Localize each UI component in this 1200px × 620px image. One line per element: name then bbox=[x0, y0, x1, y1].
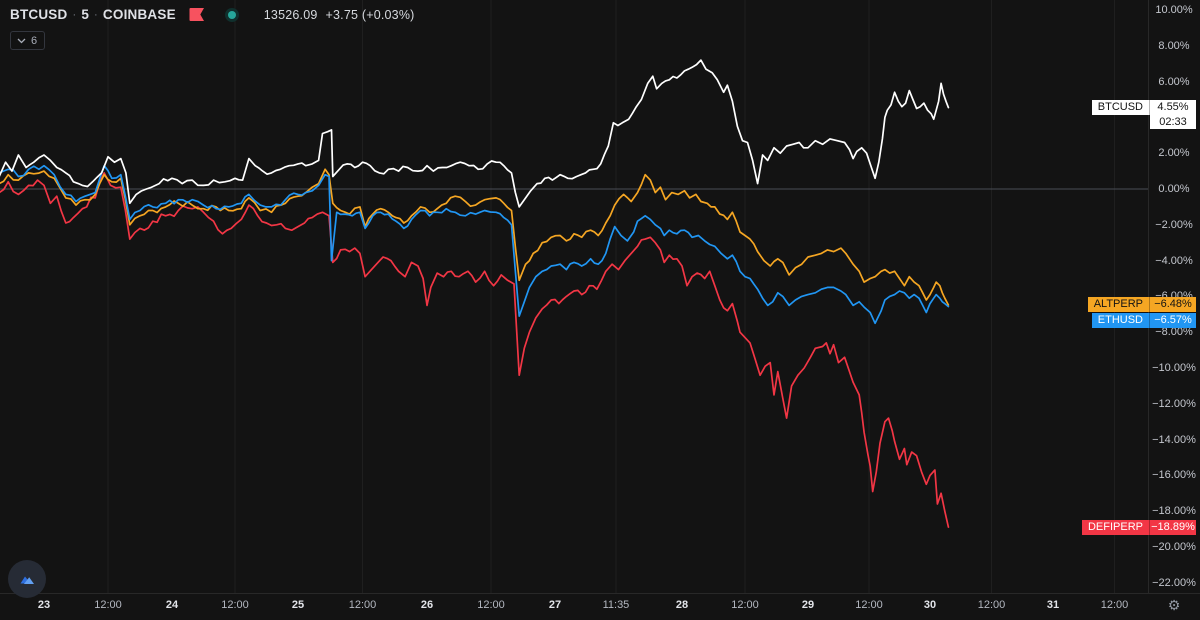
series-line-defiperp[interactable] bbox=[0, 172, 950, 528]
time-tick: 23 bbox=[37, 599, 51, 611]
series-line-btcusd[interactable] bbox=[0, 59, 950, 208]
time-tick: 12:00 bbox=[477, 599, 505, 611]
interval-label[interactable]: 5 bbox=[81, 7, 90, 22]
price-tick: −8.00% bbox=[1155, 326, 1193, 339]
series-price-label-altperp[interactable]: ALTPERP −6.48% bbox=[1087, 297, 1196, 313]
price-tick: −4.00% bbox=[1155, 254, 1193, 267]
title-separator: · bbox=[94, 8, 98, 21]
series-price-label-defiperp[interactable]: DEFIPERP −18.89% bbox=[1081, 519, 1196, 535]
price-axis-separator bbox=[1148, 0, 1149, 593]
time-tick: 12:00 bbox=[1100, 599, 1129, 611]
series-label-name: ETHUSD bbox=[1097, 314, 1143, 327]
last-price: 13526.09 bbox=[263, 7, 318, 22]
time-tick: 31 bbox=[1046, 599, 1060, 611]
time-tick: 28 bbox=[675, 599, 689, 611]
price-tick: −14.00% bbox=[1152, 433, 1196, 446]
time-tick: 25 bbox=[291, 599, 305, 611]
price-tick: 8.00% bbox=[1158, 39, 1190, 52]
series-label-name: BTCUSD bbox=[1097, 101, 1143, 114]
bar-countdown-label: 02:33 bbox=[1150, 115, 1196, 130]
price-tick: −16.00% bbox=[1152, 469, 1196, 482]
mountains-icon bbox=[20, 576, 34, 584]
series-price-label-ethusd[interactable]: ETHUSD −6.57% bbox=[1091, 313, 1196, 329]
time-axis-separator bbox=[0, 593, 1200, 594]
price-tick: 6.00% bbox=[1158, 75, 1190, 88]
price-tick: −2.00% bbox=[1155, 218, 1193, 231]
series-label-value: −6.57% bbox=[1149, 313, 1196, 329]
flag-icon[interactable] bbox=[189, 8, 204, 21]
price-tick: −18.00% bbox=[1152, 505, 1196, 518]
price-chart-canvas[interactable] bbox=[0, 0, 1148, 593]
time-tick: 30 bbox=[923, 599, 937, 611]
time-tick: 12:00 bbox=[977, 599, 1006, 611]
exchange-label: COINBASE bbox=[102, 7, 176, 22]
gear-icon[interactable]: ⚙ bbox=[1167, 598, 1181, 614]
price-tick: −20.00% bbox=[1152, 541, 1196, 553]
market-status-dot[interactable] bbox=[227, 10, 236, 19]
time-tick: 29 bbox=[801, 599, 815, 611]
time-tick: 24 bbox=[165, 599, 179, 611]
price-tick: −22.00% bbox=[1152, 576, 1196, 589]
quote-values: 13526.09 +3.75 (+0.03%) bbox=[264, 8, 415, 22]
series-label-name: DEFIPERP bbox=[1087, 520, 1143, 533]
title-separator: · bbox=[72, 8, 77, 21]
price-tick: −10.00% bbox=[1152, 362, 1196, 374]
price-change: +3.75 (+0.03%) bbox=[325, 7, 415, 22]
price-tick: 0.00% bbox=[1158, 183, 1190, 195]
collapsed-indicators-toggle[interactable]: 6 bbox=[10, 31, 46, 50]
series-label-value: −6.48% bbox=[1149, 297, 1196, 313]
time-tick: 12:00 bbox=[731, 599, 759, 611]
price-tick: 10.00% bbox=[1155, 4, 1193, 16]
time-tick: 11:35 bbox=[602, 599, 630, 611]
series-line-altperp[interactable] bbox=[0, 168, 950, 306]
series-price-label-btcusd[interactable]: BTCUSD 4.55% bbox=[1091, 100, 1196, 116]
series-label-name: ALTPERP bbox=[1093, 298, 1143, 311]
chevron-down-icon bbox=[17, 38, 26, 43]
series-label-value: 4.55% bbox=[1149, 100, 1196, 116]
symbol-title[interactable]: BTCUSD bbox=[10, 7, 68, 22]
chart-legend-header: BTCUSD · 5 · COINBASE 13526.09 +3.75 (+0… bbox=[10, 7, 415, 22]
time-tick: 12:00 bbox=[348, 599, 377, 611]
time-tick: 12:00 bbox=[221, 599, 249, 611]
price-tick: −12.00% bbox=[1152, 397, 1196, 410]
time-tick: 27 bbox=[548, 599, 562, 611]
hidden-indicator-count: 6 bbox=[31, 34, 38, 47]
mountain-logo-button[interactable] bbox=[8, 560, 46, 598]
series-label-value: −18.89% bbox=[1149, 519, 1196, 535]
time-tick: 12:00 bbox=[94, 599, 122, 611]
series-line-ethusd[interactable] bbox=[0, 164, 950, 325]
price-tick: 2.00% bbox=[1158, 147, 1190, 160]
time-tick: 12:00 bbox=[855, 599, 883, 611]
time-tick: 26 bbox=[420, 599, 434, 611]
